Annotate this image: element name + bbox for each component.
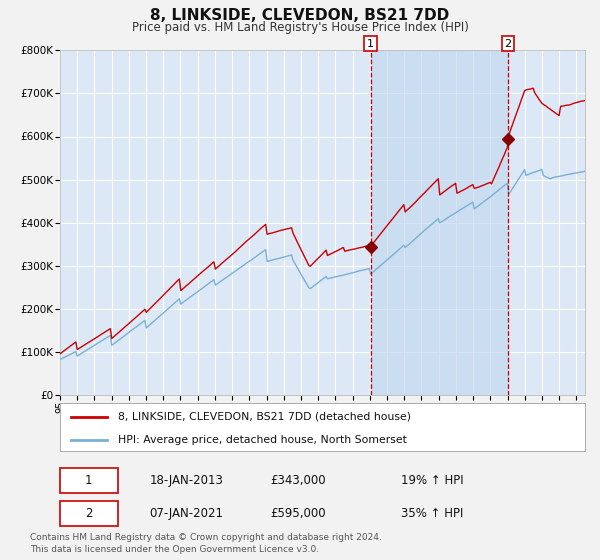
Text: Price paid vs. HM Land Registry's House Price Index (HPI): Price paid vs. HM Land Registry's House … bbox=[131, 21, 469, 34]
Text: 18-JAN-2013: 18-JAN-2013 bbox=[149, 474, 223, 487]
Text: 8, LINKSIDE, CLEVEDON, BS21 7DD: 8, LINKSIDE, CLEVEDON, BS21 7DD bbox=[151, 8, 449, 24]
Text: 1: 1 bbox=[85, 474, 92, 487]
Text: 19% ↑ HPI: 19% ↑ HPI bbox=[401, 474, 464, 487]
Text: 07-JAN-2021: 07-JAN-2021 bbox=[149, 507, 223, 520]
Text: 35% ↑ HPI: 35% ↑ HPI bbox=[401, 507, 464, 520]
Text: £343,000: £343,000 bbox=[270, 474, 326, 487]
FancyBboxPatch shape bbox=[60, 468, 118, 493]
FancyBboxPatch shape bbox=[60, 501, 118, 526]
Text: HPI: Average price, detached house, North Somerset: HPI: Average price, detached house, Nort… bbox=[118, 435, 407, 445]
Text: £595,000: £595,000 bbox=[270, 507, 326, 520]
Text: 2: 2 bbox=[505, 39, 511, 49]
Text: 2: 2 bbox=[85, 507, 92, 520]
Text: 1: 1 bbox=[367, 39, 374, 49]
Bar bbox=[371, 50, 508, 395]
Text: 8, LINKSIDE, CLEVEDON, BS21 7DD (detached house): 8, LINKSIDE, CLEVEDON, BS21 7DD (detache… bbox=[118, 412, 411, 422]
Text: Contains HM Land Registry data © Crown copyright and database right 2024.
This d: Contains HM Land Registry data © Crown c… bbox=[30, 533, 382, 554]
